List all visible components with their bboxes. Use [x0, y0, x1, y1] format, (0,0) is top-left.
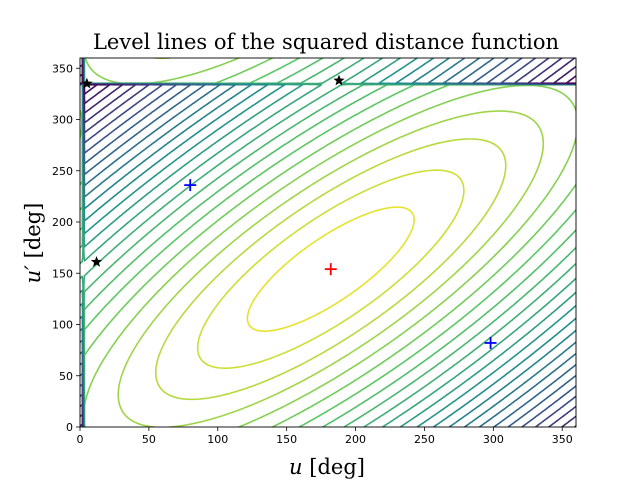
chart-title: Level lines of the squared distance func…: [93, 30, 559, 54]
plus-marker: [324, 263, 337, 276]
star-marker: [90, 256, 103, 267]
y-tick-label: 300: [52, 114, 73, 127]
x-tick-label: 350: [552, 433, 573, 446]
x-axis-label: u [deg]: [289, 455, 365, 479]
y-axis-ticks: 0 50 100 150 200 250 300 350: [52, 62, 80, 434]
y-tick-label: 100: [52, 319, 73, 332]
y-tick-label: 250: [52, 165, 73, 178]
star-marker: [333, 74, 345, 86]
y-tick-label: 0: [66, 421, 73, 434]
x-tick-label: 0: [77, 433, 84, 446]
plus-marker: [484, 336, 497, 349]
contour-level-1: [246, 206, 415, 332]
x-tick-label: 300: [483, 433, 504, 446]
contour-level-4: [117, 58, 545, 427]
x-axis-variable: u: [289, 455, 303, 479]
contour-lines: [80, 58, 576, 427]
x-tick-label: 100: [207, 433, 228, 446]
contour-level-2: [196, 169, 465, 369]
x-tick-label: 250: [414, 433, 435, 446]
contour-level-8: [80, 58, 576, 427]
y-tick-label: 50: [59, 370, 73, 383]
plot-frame: [79, 57, 577, 428]
y-tick-label: 150: [52, 267, 73, 280]
star-marker: [81, 77, 93, 89]
y-tick-label: 200: [52, 216, 73, 229]
contour-level-3: [155, 138, 507, 401]
x-tick-label: 150: [276, 433, 297, 446]
x-tick-label: 200: [345, 433, 366, 446]
y-axis-label: u′ [deg]: [21, 203, 45, 284]
point-markers: [81, 74, 497, 349]
y-tick-label: 350: [52, 62, 73, 75]
x-axis-ticks: 0 50 100 150 200 250 300 350: [77, 427, 573, 446]
y-axis-unit: [deg]: [21, 203, 45, 259]
x-axis-unit: [deg]: [309, 455, 365, 479]
x-tick-label: 50: [142, 433, 156, 446]
y-axis-variable: u′: [21, 265, 45, 284]
plus-marker: [184, 179, 197, 192]
